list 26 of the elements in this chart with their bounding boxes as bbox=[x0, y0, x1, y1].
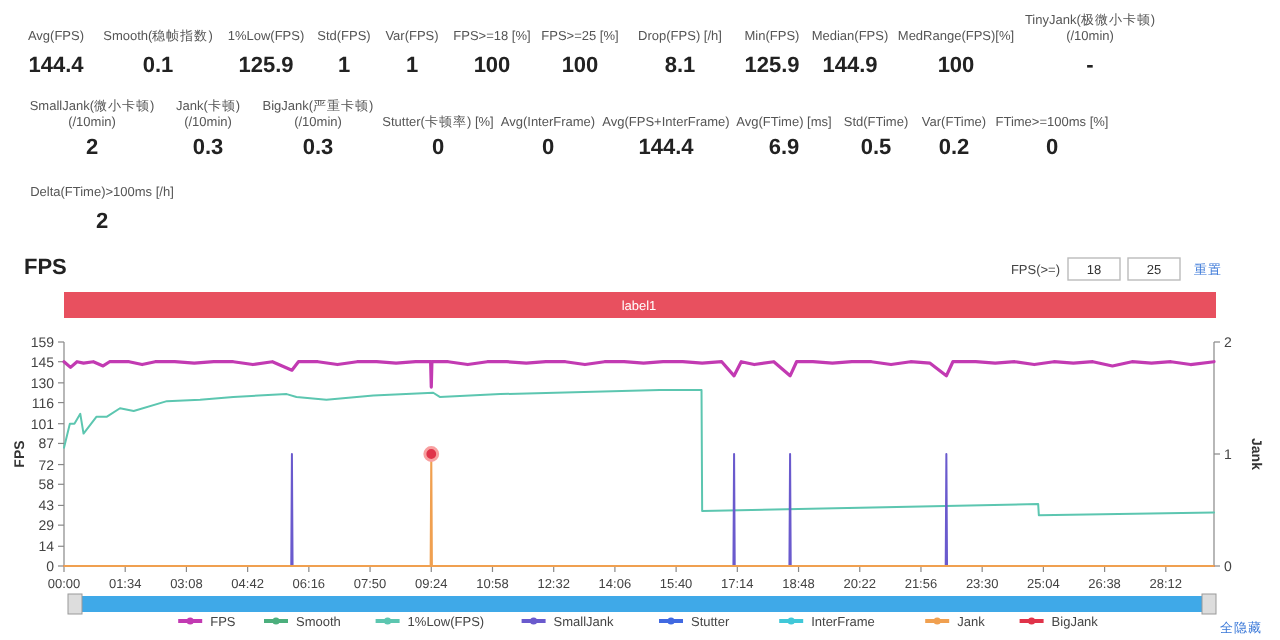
text: 0 bbox=[1045, 136, 1059, 160]
line-series bbox=[62, 360, 1216, 389]
text: 0 bbox=[541, 136, 555, 160]
line-series bbox=[63, 388, 1215, 517]
text: 100 bbox=[561, 54, 599, 78]
text: - bbox=[1086, 54, 1094, 78]
text: 0.3 bbox=[192, 136, 224, 160]
text: 0 bbox=[431, 136, 445, 160]
text: 1 bbox=[337, 54, 351, 78]
text: 8.1 bbox=[664, 54, 696, 78]
text: 0.1 bbox=[142, 54, 174, 78]
text: 0.2 bbox=[938, 136, 970, 160]
text: 144.9 bbox=[822, 54, 878, 78]
text: 0.3 bbox=[302, 136, 334, 160]
text: 125.9 bbox=[238, 54, 294, 78]
text: 2 bbox=[85, 136, 99, 160]
text: 125.9 bbox=[744, 54, 800, 78]
chart-title: FPS bbox=[24, 256, 67, 280]
text: 1 bbox=[405, 54, 419, 78]
text: 100 bbox=[473, 54, 511, 78]
text: 144.4 bbox=[28, 54, 84, 78]
text: 0.5 bbox=[860, 136, 892, 160]
text: 6.9 bbox=[768, 136, 800, 160]
text: 144.4 bbox=[638, 136, 694, 160]
text: 2 bbox=[95, 210, 109, 234]
text: 100 bbox=[937, 54, 975, 78]
